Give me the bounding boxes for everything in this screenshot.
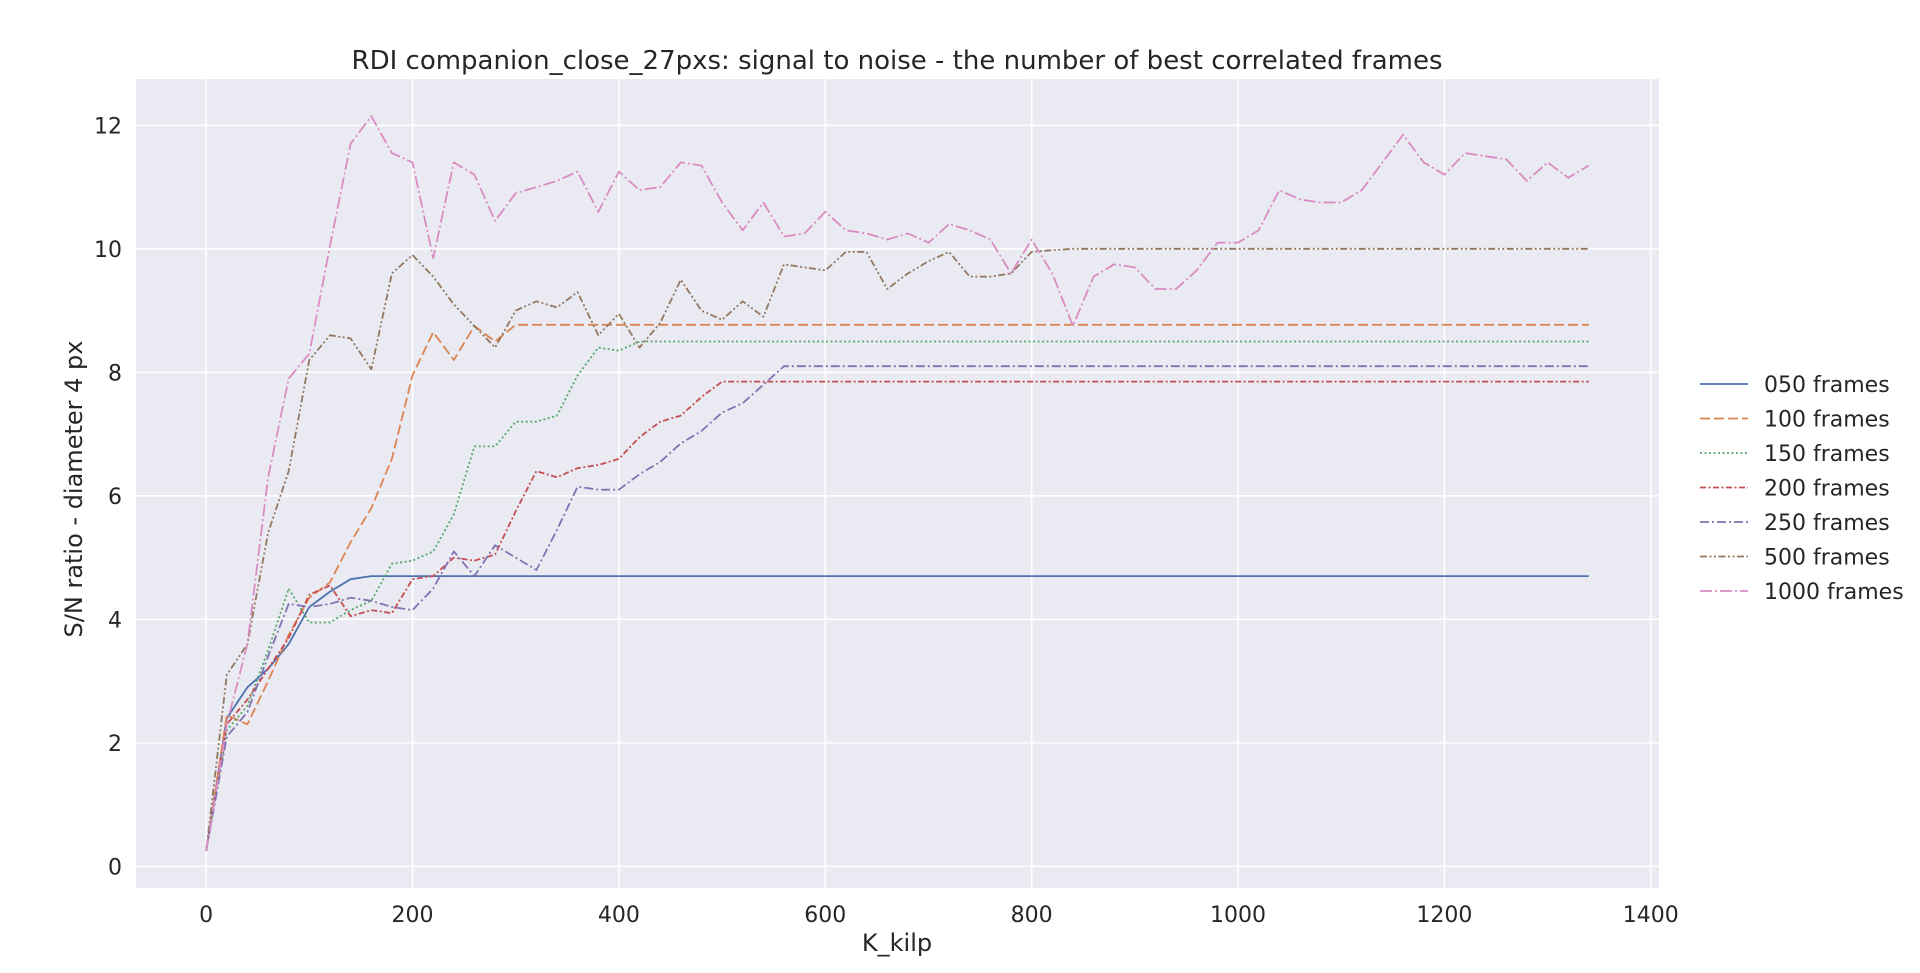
x-tick-label: 600 bbox=[804, 903, 846, 928]
y-tick-label: 0 bbox=[108, 855, 122, 880]
y-tick-label: 6 bbox=[108, 485, 122, 510]
x-tick-label: 200 bbox=[392, 903, 434, 928]
legend-label: 1000 frames bbox=[1764, 580, 1904, 605]
x-tick-labels: 0 200 400 600 800 1000 1200 1400 bbox=[199, 903, 1679, 928]
series-line-1 bbox=[205, 323, 1589, 852]
x-tick-label: 1000 bbox=[1210, 903, 1266, 928]
y-tick-labels: 0 2 4 6 8 10 12 bbox=[94, 114, 122, 880]
x-tick-label: 1400 bbox=[1623, 903, 1679, 928]
legend-label: 150 frames bbox=[1764, 442, 1890, 467]
series-line-2 bbox=[205, 340, 1589, 852]
y-axis-label: S/N ratio - diameter 4 px bbox=[60, 341, 88, 638]
y-tick-label: 4 bbox=[108, 608, 122, 633]
x-tick-label: 400 bbox=[598, 903, 640, 928]
x-tick-label: 800 bbox=[1011, 903, 1053, 928]
plot-background bbox=[136, 79, 1659, 888]
y-tick-label: 12 bbox=[94, 114, 122, 139]
y-tick-label: 2 bbox=[108, 732, 122, 757]
series-line-0 bbox=[205, 575, 1589, 852]
y-tick-label: 10 bbox=[94, 238, 122, 263]
series-line-4 bbox=[205, 365, 1589, 852]
legend-label: 500 frames bbox=[1764, 546, 1890, 571]
x-axis-label: K_kilp bbox=[862, 929, 932, 957]
chart-title: RDI companion_close_27pxs: signal to noi… bbox=[352, 46, 1443, 76]
legend-label: 200 frames bbox=[1764, 477, 1890, 502]
legend-label: 100 frames bbox=[1764, 408, 1890, 433]
legend-label: 050 frames bbox=[1764, 373, 1890, 398]
series-line-3 bbox=[205, 380, 1589, 852]
grid-lines bbox=[136, 79, 1659, 888]
legend: 050 frames 100 frames 150 frames 200 frames… bbox=[1700, 373, 1904, 605]
y-tick-label: 8 bbox=[108, 361, 122, 386]
x-tick-label: 0 bbox=[199, 903, 213, 928]
series-lines bbox=[205, 115, 1590, 852]
x-tick-label: 1200 bbox=[1416, 903, 1472, 928]
legend-label: 250 frames bbox=[1764, 511, 1890, 536]
series-line-6 bbox=[205, 115, 1590, 852]
